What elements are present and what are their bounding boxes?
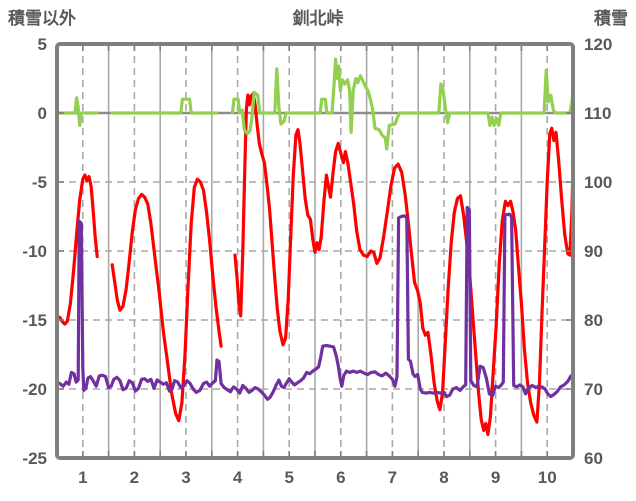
purple-line [58,205,575,401]
left-axis-tick-label: -20 [22,380,47,399]
x-axis-tick-label: 8 [439,468,448,487]
x-axis-tick-label: 2 [130,468,139,487]
x-axis-tick-label: 7 [388,468,397,487]
left-axis-tick-label: -25 [22,449,47,468]
data-series [58,57,575,437]
right-axis-tick-label: 80 [584,311,603,330]
left-axis-tick-label: 0 [38,104,47,123]
right-axis-title: 積雪 [594,8,628,28]
x-axis-tick-label: 1 [78,468,87,487]
right-axis-tick-label: 70 [584,380,603,399]
x-axis-tick-label: 5 [284,468,293,487]
green-line [58,57,575,151]
red-line [58,92,575,437]
right-axis-tick-label: 100 [584,173,612,192]
chart-title: 釧北峠 [293,8,344,28]
axis-tick-labels: 5 0 -5 -10 -15 -20 -25 120 110 100 90 80 70 60 1 2 3 4 5 6 7… [22,35,612,487]
left-axis-tick-label: -10 [22,242,47,261]
right-axis-tick-label: 120 [584,35,612,54]
left-axis-tick-label: -5 [32,173,47,192]
x-axis-tick-label: 4 [233,468,243,487]
plot-area-frame [55,42,575,460]
right-axis-tick-label: 60 [584,449,603,468]
x-axis-tick-label: 10 [538,468,557,487]
x-axis-tick-label: 6 [336,468,345,487]
x-axis-tick-label: 9 [491,468,500,487]
left-axis-tick-label: 5 [38,35,47,54]
left-axis-tick-label: -15 [22,311,47,330]
left-axis-title: 積雪以外 [8,8,76,28]
right-axis-tick-label: 110 [584,104,611,123]
right-axis-tick-label: 90 [584,242,603,261]
x-axis-tick-label: 3 [181,468,190,487]
